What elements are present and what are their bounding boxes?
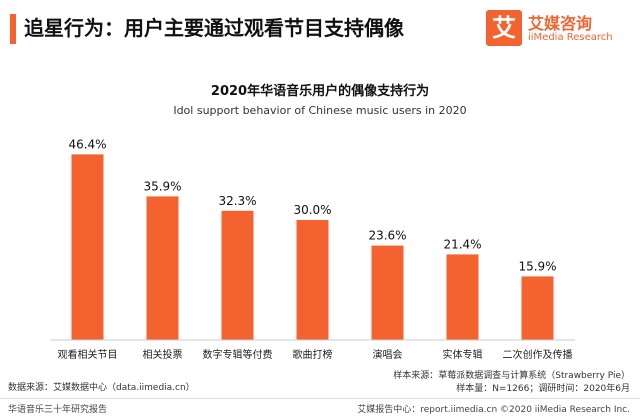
- brand-logo: 艾 艾媒咨询 iiMedia Research: [486, 10, 626, 48]
- data-label-2: 35.9%: [143, 179, 181, 193]
- data-label-5: 23.6%: [368, 229, 406, 243]
- category-label-4: 歌曲打榜: [293, 348, 333, 361]
- bar-3: [221, 210, 254, 340]
- category-label-1: 观看相关节目: [58, 348, 118, 361]
- category-label-2: 相关投票: [143, 348, 183, 361]
- bar-5: [371, 245, 404, 340]
- data-label-6: 21.4%: [443, 237, 481, 251]
- bar-6: [446, 254, 479, 340]
- data-label-4: 30.0%: [293, 203, 331, 217]
- category-label-3: 数字专辑等付费: [203, 348, 273, 361]
- brand-name-en: iiMedia Research: [528, 32, 613, 43]
- category-label-6: 实体专辑: [443, 348, 483, 361]
- footer-credit: 艾媒报告中心：report.iimedia.cn ©2020 iiMedia R…: [357, 405, 630, 415]
- bar-7: [521, 276, 554, 340]
- title-accent-bar: [10, 14, 16, 44]
- data-label-3: 32.3%: [218, 194, 256, 208]
- bar-2: [146, 196, 179, 340]
- data-source-note: 数据来源：艾媒数据中心（data.iimedia.cn）: [8, 383, 195, 393]
- data-label-1: 46.4%: [68, 137, 106, 151]
- sample-size-note: 样本量：N=1266；调研时间：2020年6月: [456, 384, 630, 394]
- brand-name: 艾媒咨询: [528, 14, 593, 33]
- bar-4: [296, 220, 329, 340]
- footer-divider: [0, 398, 640, 399]
- brand-mark-icon: 艾: [486, 10, 522, 46]
- data-label-7: 15.9%: [518, 259, 556, 273]
- bar-1: [71, 154, 104, 340]
- page-title: 追星行为：用户主要通过观看节目支持偶像: [24, 16, 404, 40]
- chart-subtitle: Idol support behavior of Chinese music u…: [173, 104, 467, 117]
- category-label-5: 演唱会: [373, 348, 403, 361]
- footer-report-name: 华语音乐三十年研究报告: [8, 405, 108, 415]
- chart-title: 2020年华语音乐用户的偶像支持行为: [210, 84, 430, 99]
- category-label-7: 二次创作及传播: [503, 348, 573, 361]
- sample-source-note: 样本来源：草莓派数据调查与计算系统（Strawberry Pie）: [393, 371, 630, 381]
